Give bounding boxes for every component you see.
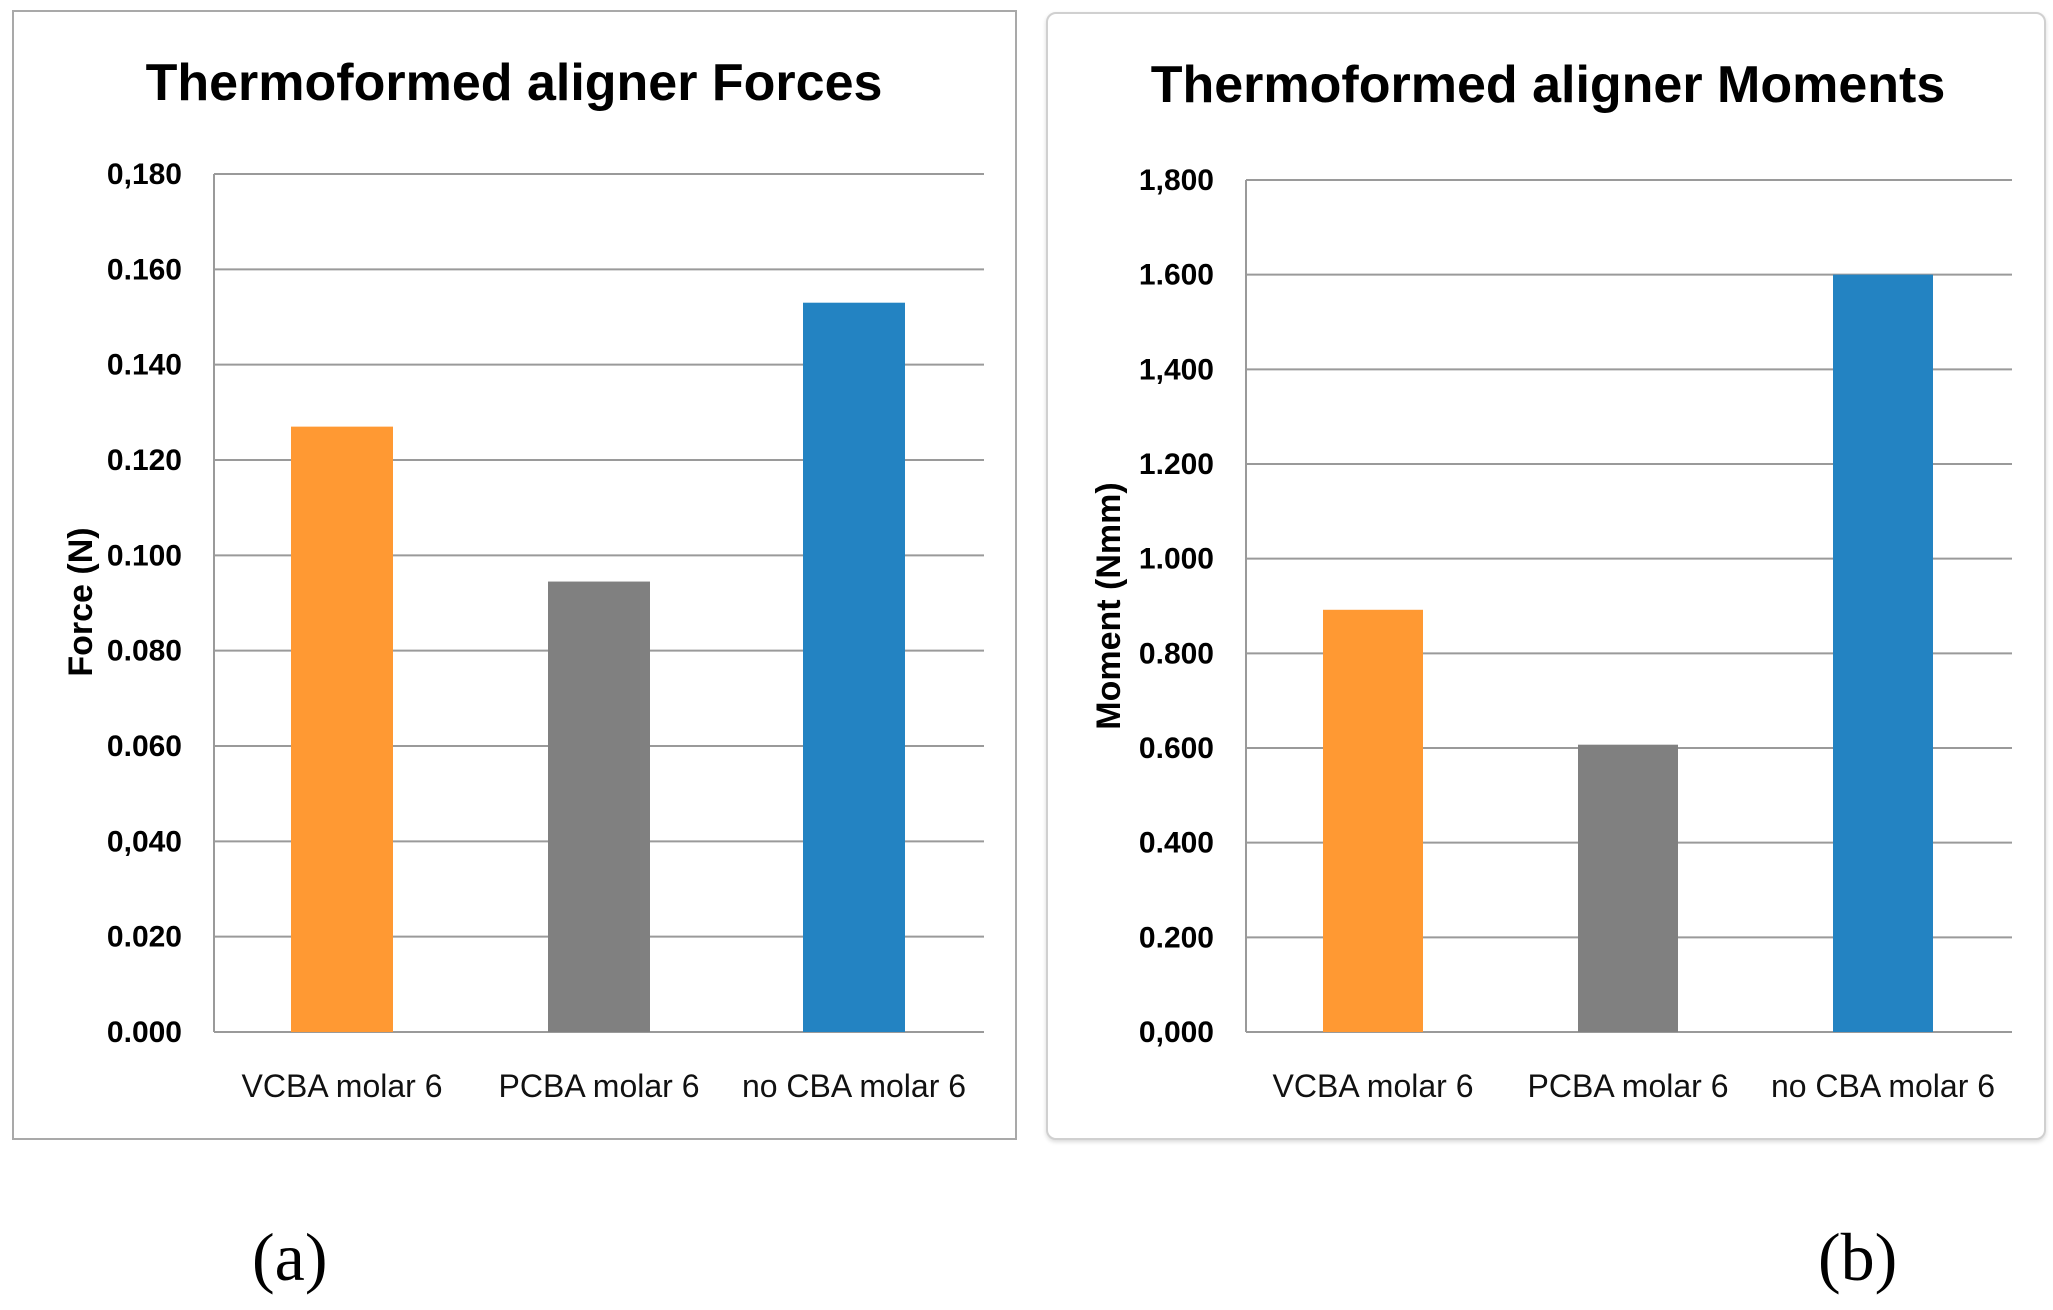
forces-y-axis-label: Force (N) bbox=[62, 527, 100, 676]
moments-y-tick-label: 1.200 bbox=[1139, 448, 1214, 481]
forces-chart-panel: Thermoformed aligner Forces 0.000 0.020 0,0… bbox=[12, 10, 1017, 1140]
moments-category-label: PCBA molar 6 bbox=[1528, 1068, 1729, 1104]
moments-y-tick-label: 0.200 bbox=[1139, 921, 1214, 954]
forces-y-tick-label: 0,040 bbox=[107, 825, 182, 858]
moments-category-label: VCBA molar 6 bbox=[1273, 1068, 1474, 1104]
forces-bar-3 bbox=[803, 302, 905, 1032]
forces-bar-2 bbox=[548, 581, 650, 1032]
forces-category-label: no CBA molar 6 bbox=[742, 1068, 966, 1104]
forces-y-tick-label: 0.000 bbox=[107, 1016, 182, 1049]
moments-y-tick-label: 1.000 bbox=[1139, 543, 1214, 576]
forces-y-tick-label: 0.100 bbox=[107, 539, 182, 572]
moments-y-tick-label: 0,000 bbox=[1139, 1016, 1214, 1049]
moments-chart-title: Thermoformed aligner Moments bbox=[1151, 56, 1946, 114]
forces-y-tick-label: 0,180 bbox=[107, 158, 182, 191]
moments-bar-2 bbox=[1578, 744, 1678, 1032]
moments-chart-panel: Thermoformed aligner Moments 0,000 0.200 0.… bbox=[1046, 12, 2046, 1140]
moments-y-tick-label: 1,800 bbox=[1139, 164, 1214, 197]
forces-bar-1 bbox=[291, 426, 393, 1033]
forces-y-tick-label: 0.080 bbox=[107, 635, 182, 668]
moments-y-axis-label: Moment (Nmm) bbox=[1090, 482, 1128, 729]
moments-category-label: no CBA molar 6 bbox=[1771, 1068, 1995, 1104]
moments-bar-1 bbox=[1323, 609, 1423, 1032]
forces-chart-title: Thermoformed aligner Forces bbox=[146, 54, 883, 112]
moments-bar-3 bbox=[1833, 274, 1933, 1033]
forces-category-label: VCBA molar 6 bbox=[242, 1068, 443, 1104]
moments-y-tick-label: 1,400 bbox=[1139, 353, 1214, 386]
forces-y-tick-label: 0.020 bbox=[107, 921, 182, 954]
moments-y-tick-label: 0.600 bbox=[1139, 732, 1214, 765]
forces-chart: Thermoformed aligner Forces 0.000 0.020 0,0… bbox=[62, 54, 984, 1104]
forces-category-label: PCBA molar 6 bbox=[499, 1068, 700, 1104]
forces-y-tick-label: 0.120 bbox=[107, 444, 182, 477]
moments-chart: Thermoformed aligner Moments 0,000 0.200 0.… bbox=[1090, 56, 2012, 1104]
forces-y-tick-label: 0.060 bbox=[107, 730, 182, 763]
forces-y-tick-label: 0.160 bbox=[107, 253, 182, 286]
forces-y-tick-label: 0.140 bbox=[107, 349, 182, 382]
moments-y-tick-label: 0.400 bbox=[1139, 827, 1214, 860]
panel-label-a: (a) bbox=[252, 1219, 328, 1295]
moments-y-tick-label: 1.600 bbox=[1139, 259, 1214, 292]
panel-label-b: (b) bbox=[1818, 1219, 1898, 1295]
moments-y-tick-label: 0.800 bbox=[1139, 637, 1214, 670]
